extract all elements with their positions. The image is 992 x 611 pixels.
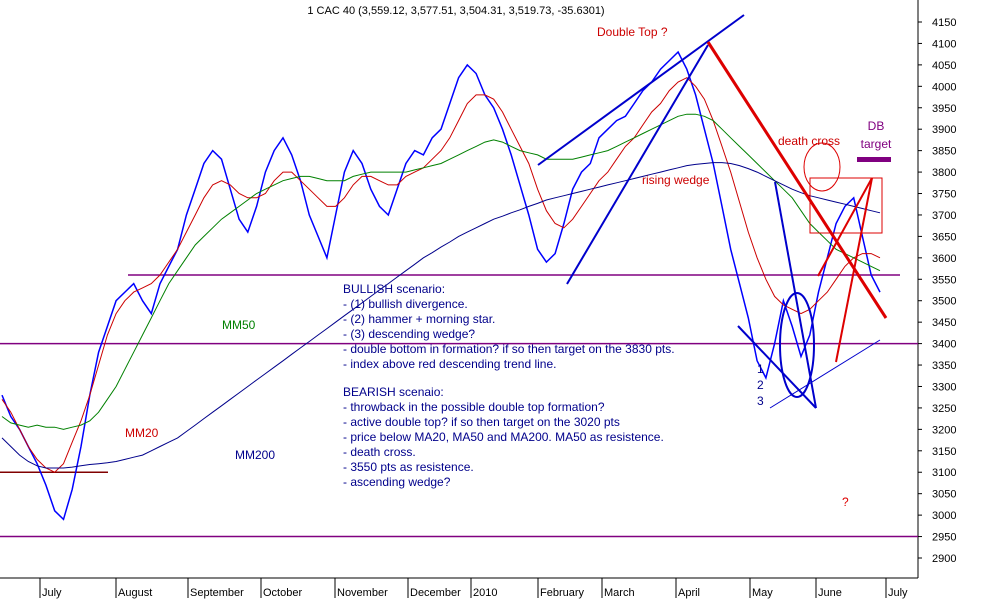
ascending-wedge-upper-line [817, 177, 873, 277]
y-tick-label: 3400 [932, 339, 956, 351]
x-tick-label: July [888, 587, 908, 599]
mm200-label: MM200 [235, 448, 275, 462]
plot-area [0, 0, 918, 578]
bearish-note-line: - death cross. [343, 445, 416, 459]
descending-wedge-lower-line [774, 181, 817, 409]
double-bottom-target-box [809, 177, 883, 234]
bullish-divergence-ellipse [779, 292, 815, 398]
bullish-note-line: - (3) descending wedge? [343, 327, 475, 341]
bearish-note-line: BEARISH scenaio: [343, 385, 444, 399]
mm50-label: MM50 [222, 318, 256, 332]
bullish-note-line: BULLISH scenario: [343, 282, 445, 296]
x-tick-label: October [263, 587, 302, 599]
y-tick-label: 3350 [932, 360, 956, 372]
death-cross-circle [803, 142, 841, 192]
x-tick-label: August [118, 587, 152, 599]
x-tick-label: February [540, 587, 585, 599]
mm20-label: MM20 [125, 426, 159, 440]
count-label-1: 1 [757, 362, 764, 376]
y-tick-label: 3450 [932, 317, 956, 329]
count-label-2: 2 [757, 378, 764, 392]
db-target-label-line2: target [861, 137, 892, 151]
y-tick-label: 4100 [932, 38, 956, 50]
bearish-note-line: - 3550 pts as resistence. [343, 460, 474, 474]
db-target-label-line1: DB [868, 119, 885, 133]
y-tick-label: 3100 [932, 467, 956, 479]
series-line-mm20 [1, 77, 881, 473]
x-tick-label: September [190, 587, 244, 599]
trend-drawings [537, 14, 891, 409]
x-tick-label: April [678, 587, 700, 599]
annotations: MM20 MM50 MM200 Double Top ? death cross… [125, 25, 892, 509]
series-group [1, 50, 881, 521]
x-tick-label: November [337, 587, 388, 599]
y-tick-label: 4050 [932, 60, 956, 72]
bearish-note-line: - active double top? if so then target o… [343, 415, 620, 429]
bearish-note-line: - ascending wedge? [343, 475, 451, 489]
y-tick-label: 3850 [932, 146, 956, 158]
y-tick-label: 4150 [932, 17, 956, 29]
chart-title: 1 CAC 40 (3,559.12, 3,577.51, 3,504.31, … [307, 5, 604, 17]
ascending-support-line [769, 339, 881, 409]
y-tick-label: 3950 [932, 103, 956, 115]
scenario-notes: BULLISH scenario:- (1) bullish divergenc… [343, 282, 675, 489]
y-tick-label: 3050 [932, 489, 956, 501]
y-axis: 2900 2950 3000 3050 3100 3150 3200 3250 3300 3350… [918, 17, 956, 565]
bearish-note-line: - throwback in the possible double top f… [343, 400, 605, 414]
rising-wedge-label: rising wedge [642, 173, 710, 187]
y-tick-label: 2950 [932, 532, 956, 544]
y-tick-label: 3700 [932, 210, 956, 222]
series-line-price [1, 50, 881, 521]
y-tick-label: 3600 [932, 253, 956, 265]
double-top-label: Double Top ? [597, 25, 668, 39]
y-tick-label: 3500 [932, 296, 956, 308]
y-tick-label: 3550 [932, 274, 956, 286]
y-tick-label: 3800 [932, 167, 956, 179]
rising-wedge-top-line [537, 14, 745, 166]
db-target-marker [857, 157, 891, 162]
y-tick-label: 3750 [932, 189, 956, 201]
question-mark: ? [842, 495, 849, 509]
x-axis: July August September October November Decemb… [39, 578, 908, 599]
x-tick-label: June [818, 587, 842, 599]
series-line-mm50 [1, 113, 881, 430]
bullish-note-line: - index above red descending trend line. [343, 357, 556, 371]
x-tick-label: March [604, 587, 635, 599]
bullish-note-line: - (1) bullish divergence. [343, 297, 468, 311]
y-tick-label: 3250 [932, 403, 956, 415]
rising-wedge-bottom-line [566, 44, 709, 285]
y-tick-label: 3200 [932, 424, 956, 436]
bullish-note-line: - double bottom in formation? if so then… [343, 342, 675, 356]
y-tick-label: 3000 [932, 510, 956, 522]
y-tick-label: 3650 [932, 231, 956, 243]
count-label-3: 3 [757, 394, 764, 408]
x-tick-label: July [42, 587, 62, 599]
series-line-mm200 [1, 162, 881, 469]
y-tick-label: 3150 [932, 446, 956, 458]
ascending-wedge-lower-line [835, 177, 873, 363]
red-descending-trend-line [706, 41, 888, 319]
x-tick-label: December [410, 587, 461, 599]
bearish-note-line: - price below MA20, MA50 and MA200. MA50… [343, 430, 664, 444]
x-tick-label: May [752, 587, 773, 599]
death-cross-label: death cross [778, 134, 840, 148]
y-tick-label: 3300 [932, 381, 956, 393]
y-tick-label: 2900 [932, 553, 956, 565]
x-tick-label: 2010 [473, 587, 497, 599]
y-tick-label: 3900 [932, 124, 956, 136]
bullish-note-line: - (2) hammer + morning star. [343, 312, 495, 326]
y-tick-label: 4000 [932, 81, 956, 93]
